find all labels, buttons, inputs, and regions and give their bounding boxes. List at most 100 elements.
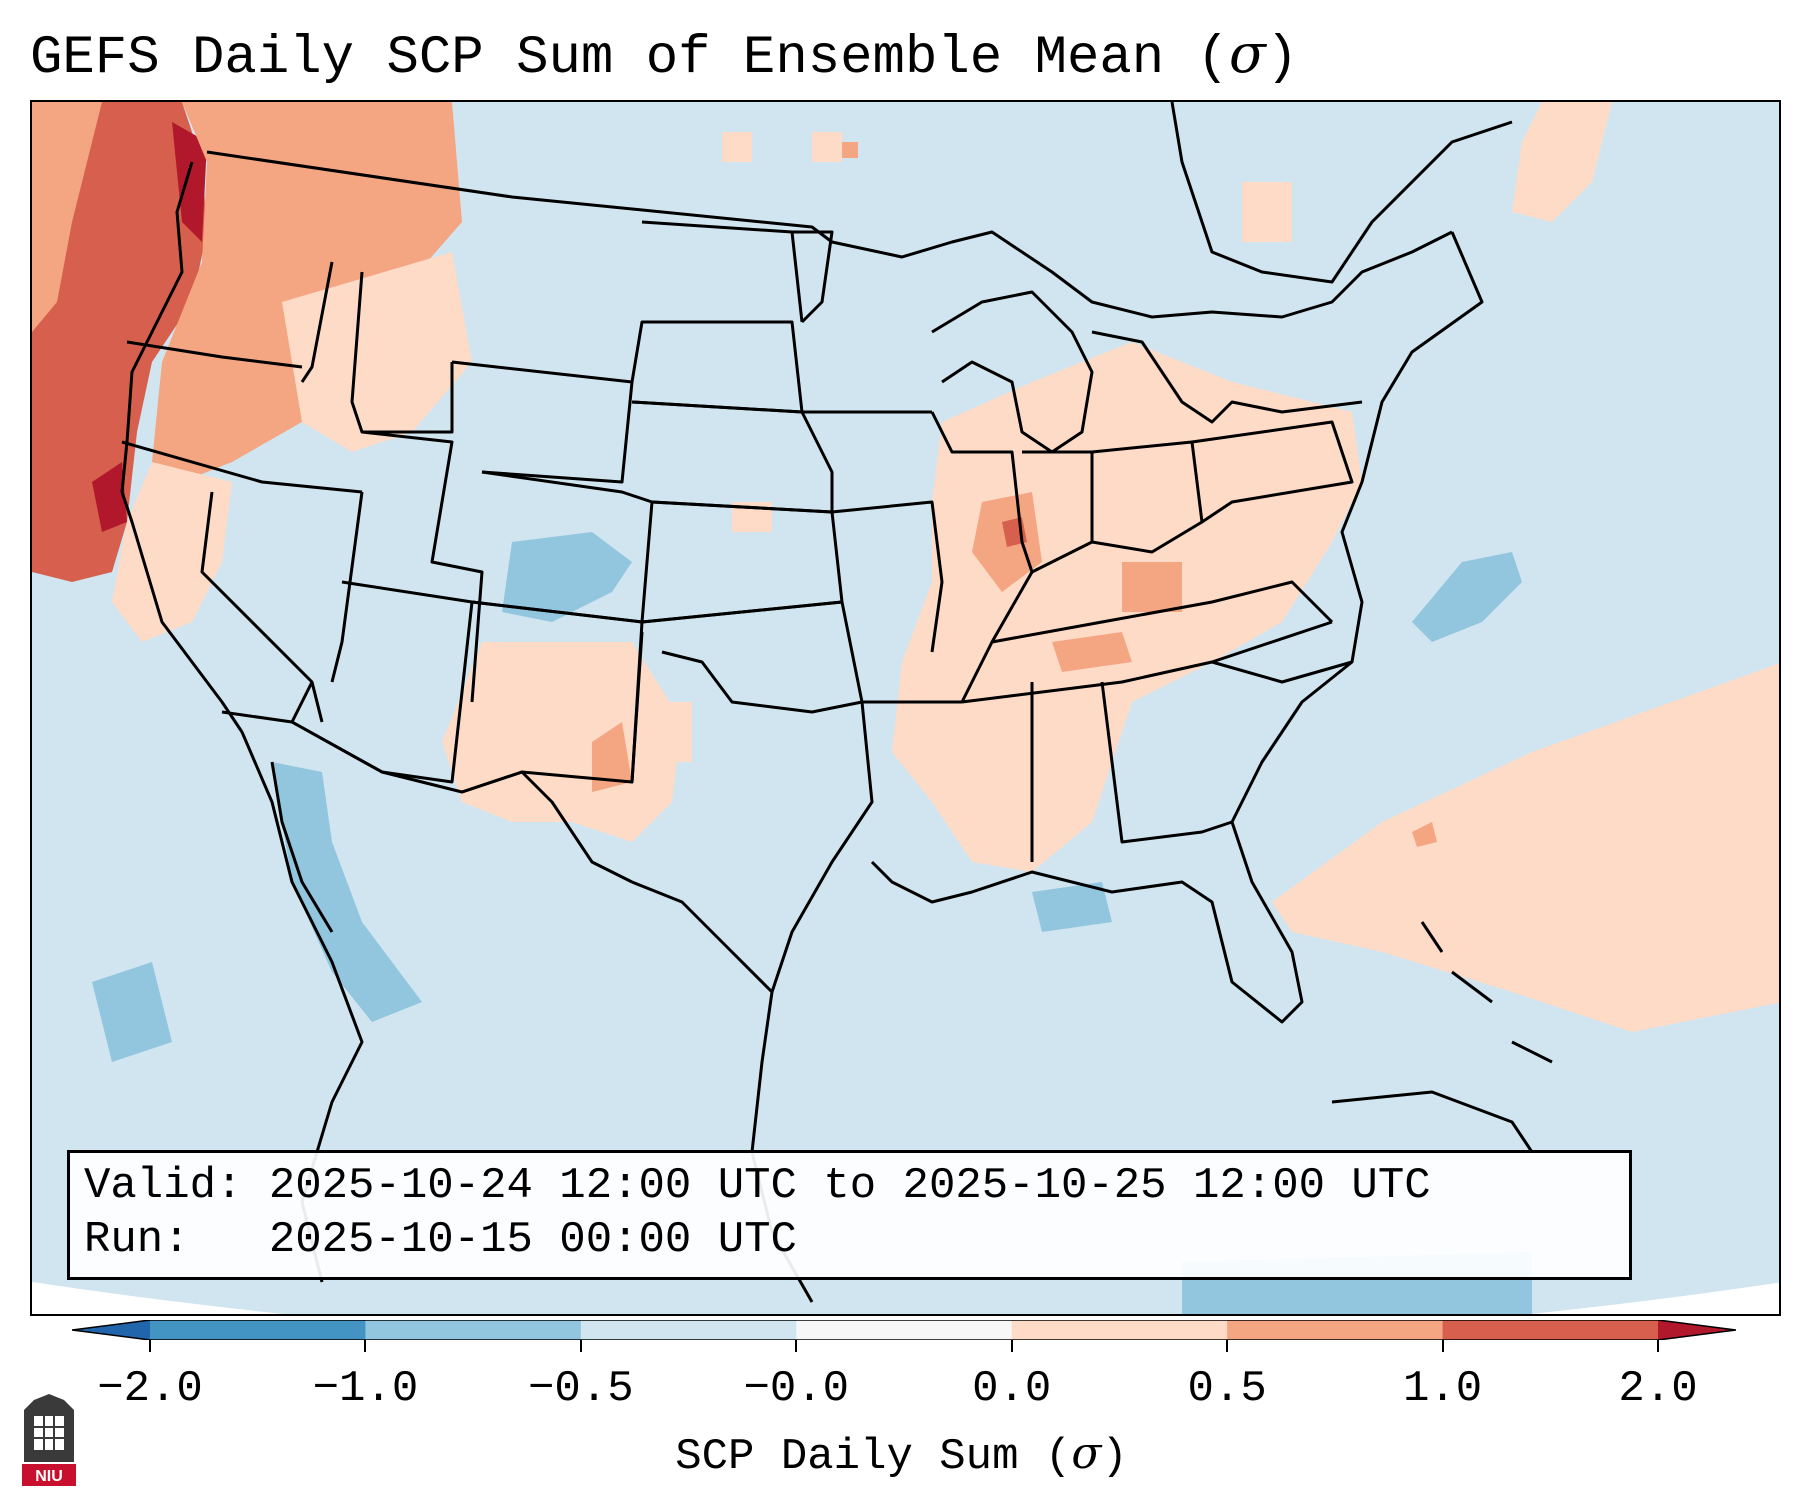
anomaly-norcal-weak xyxy=(112,462,232,642)
or-wa-border xyxy=(126,340,303,369)
anomaly-pnw-peak-south xyxy=(92,462,127,532)
carolina-border xyxy=(1211,660,1353,684)
anomaly-colorado-negative xyxy=(502,532,632,622)
anomaly-cell-minnesota xyxy=(812,132,842,162)
colorbar-ticks: −2.0 −1.0 −0.5 −0.0 0.0 0.5 1.0 2.0 xyxy=(0,1340,1803,1420)
logo-window-grid-icon xyxy=(34,1416,64,1450)
colorbar-tick-label: 2.0 xyxy=(1618,1364,1698,1414)
us-canada-border xyxy=(206,150,1453,319)
colorbar-tick-mark xyxy=(364,1340,367,1352)
anomaly-pnw-strong xyxy=(32,102,207,582)
logo-window-icon xyxy=(34,1416,64,1450)
arizona-outline xyxy=(290,580,474,784)
texas-outline xyxy=(630,631,874,994)
valid-label: Valid: xyxy=(84,1161,243,1211)
chart-title-text: GEFS Daily SCP Sum of Ensemble Mean ( xyxy=(30,28,1229,89)
anomaly-kentucky-moderate xyxy=(1122,562,1182,612)
valid-line: Valid: 2025-10-24 12:00 UTC to 2025-10-2… xyxy=(84,1159,1629,1213)
anomaly-gulf-negative xyxy=(1032,882,1112,932)
colorbar-tick-label: −0.0 xyxy=(743,1364,850,1414)
colorbar-tick-label: 0.0 xyxy=(972,1364,1052,1414)
tn-ky-border xyxy=(991,580,1334,644)
nv-ut-border xyxy=(330,491,364,683)
colorbar-tick-mark xyxy=(1226,1340,1229,1352)
colorbar-segment xyxy=(1227,1320,1444,1340)
anomaly-cell-texas xyxy=(632,702,692,762)
colorbar-tick-mark xyxy=(1657,1340,1659,1352)
great-lakes-east xyxy=(1091,330,1363,424)
map-panel xyxy=(30,100,1781,1316)
colorbar-label-text: SCP Daily Sum ( xyxy=(675,1432,1072,1482)
run-line: Run: 2025-10-15 00:00 UTC xyxy=(84,1213,1629,1267)
anomaly-cell-minnesota-moderate xyxy=(842,142,858,158)
id-border-west xyxy=(300,261,334,383)
indiana-outline xyxy=(1022,450,1094,574)
anomaly-tennessee-moderate xyxy=(1052,632,1132,672)
colorbar-tick-label: 1.0 xyxy=(1402,1364,1483,1414)
colorbar-segment xyxy=(1011,1320,1228,1340)
cuba-outline xyxy=(1331,1090,1534,1153)
anomaly-pnw-peak xyxy=(172,122,207,242)
chart-title-sigma: σ xyxy=(1229,22,1266,85)
colorbar-label-close: ) xyxy=(1101,1432,1128,1482)
niu-logo: NIU xyxy=(22,1394,76,1486)
pennsylvania-outline xyxy=(1191,420,1354,524)
colorbar-label-sigma: σ xyxy=(1071,1428,1102,1479)
east-gulf-coastline xyxy=(870,231,1484,1024)
valid-run-info-box: Valid: 2025-10-24 12:00 UTC to 2025-10-2… xyxy=(67,1150,1632,1280)
colorbar-tick-mark xyxy=(795,1340,798,1352)
anomaly-atlantic-positive xyxy=(1272,663,1779,1032)
logo-text: NIU xyxy=(35,1468,63,1485)
anomaly-maine-offshore xyxy=(1512,102,1612,222)
colorbar-tick-label: −0.5 xyxy=(528,1364,634,1414)
anomaly-northwest-moderate xyxy=(152,102,462,482)
anomaly-cell-quebec xyxy=(1242,182,1292,242)
southeast-borders xyxy=(1030,681,1233,862)
central-borders xyxy=(792,230,962,704)
baja-gulf-coast xyxy=(270,761,334,933)
colorbar-label: SCP Daily Sum (σ) xyxy=(0,1428,1803,1482)
west-coastline xyxy=(120,161,244,733)
colorbar-tick-label: −1.0 xyxy=(312,1364,419,1414)
colorbar-tick-mark xyxy=(1441,1340,1444,1352)
run-label: Run: xyxy=(84,1215,190,1265)
projection-edge xyxy=(32,1282,1779,1314)
colorbar-segments xyxy=(150,1320,1659,1340)
anomaly-baja-negative xyxy=(272,762,422,1022)
valid-value: 2025-10-24 12:00 UTC to 2025-10-25 12:00… xyxy=(268,1161,1431,1211)
anomaly-pnw-offshore xyxy=(32,102,102,332)
ut-wy-co-border xyxy=(361,430,484,703)
wyoming-outline xyxy=(451,360,634,484)
us-mexico-border xyxy=(221,710,633,884)
colorbar-segment xyxy=(796,1320,1013,1340)
colorbar xyxy=(72,1320,1736,1340)
colorbar-tick-mark xyxy=(149,1340,151,1352)
anomaly-cell-north-dakota xyxy=(722,132,752,162)
colorbar-tick-label: −2.0 xyxy=(97,1364,203,1414)
colorbar-tick-mark xyxy=(1010,1340,1013,1352)
anomaly-atlantic-moderate xyxy=(1412,822,1437,847)
colorbar-tick-label: 0.5 xyxy=(1187,1364,1267,1414)
map-canvas xyxy=(32,102,1779,1314)
run-value: 2025-10-15 00:00 UTC xyxy=(268,1215,797,1265)
anomaly-new-mexico xyxy=(442,642,682,842)
anomaly-new-mexico-moderate xyxy=(592,722,632,792)
boundaries xyxy=(120,102,1553,1303)
lake-michigan-area xyxy=(931,290,1094,454)
tn-south-border xyxy=(961,620,1333,704)
canada-coast-north xyxy=(1170,102,1513,284)
chart-title-close: ) xyxy=(1265,28,1299,89)
chart-title: GEFS Daily SCP Sum of Ensemble Mean (σ) xyxy=(30,22,1298,89)
colorbar-segment xyxy=(1442,1320,1659,1340)
colorbar-extend-high xyxy=(1658,1320,1736,1340)
colorbar-tick-mark xyxy=(579,1340,582,1352)
colorbar-extend-low xyxy=(72,1320,150,1340)
anomaly-pacific-negative xyxy=(92,962,172,1062)
logo-badge xyxy=(22,1464,76,1486)
colorbar-segment xyxy=(150,1320,366,1340)
bahamas-outline xyxy=(1420,921,1553,1064)
ca-or-border xyxy=(121,440,363,494)
oklahoma-outline xyxy=(641,600,864,714)
anomaly-idaho-weak xyxy=(282,252,472,452)
anomaly-atlantic-negative xyxy=(1412,552,1522,642)
